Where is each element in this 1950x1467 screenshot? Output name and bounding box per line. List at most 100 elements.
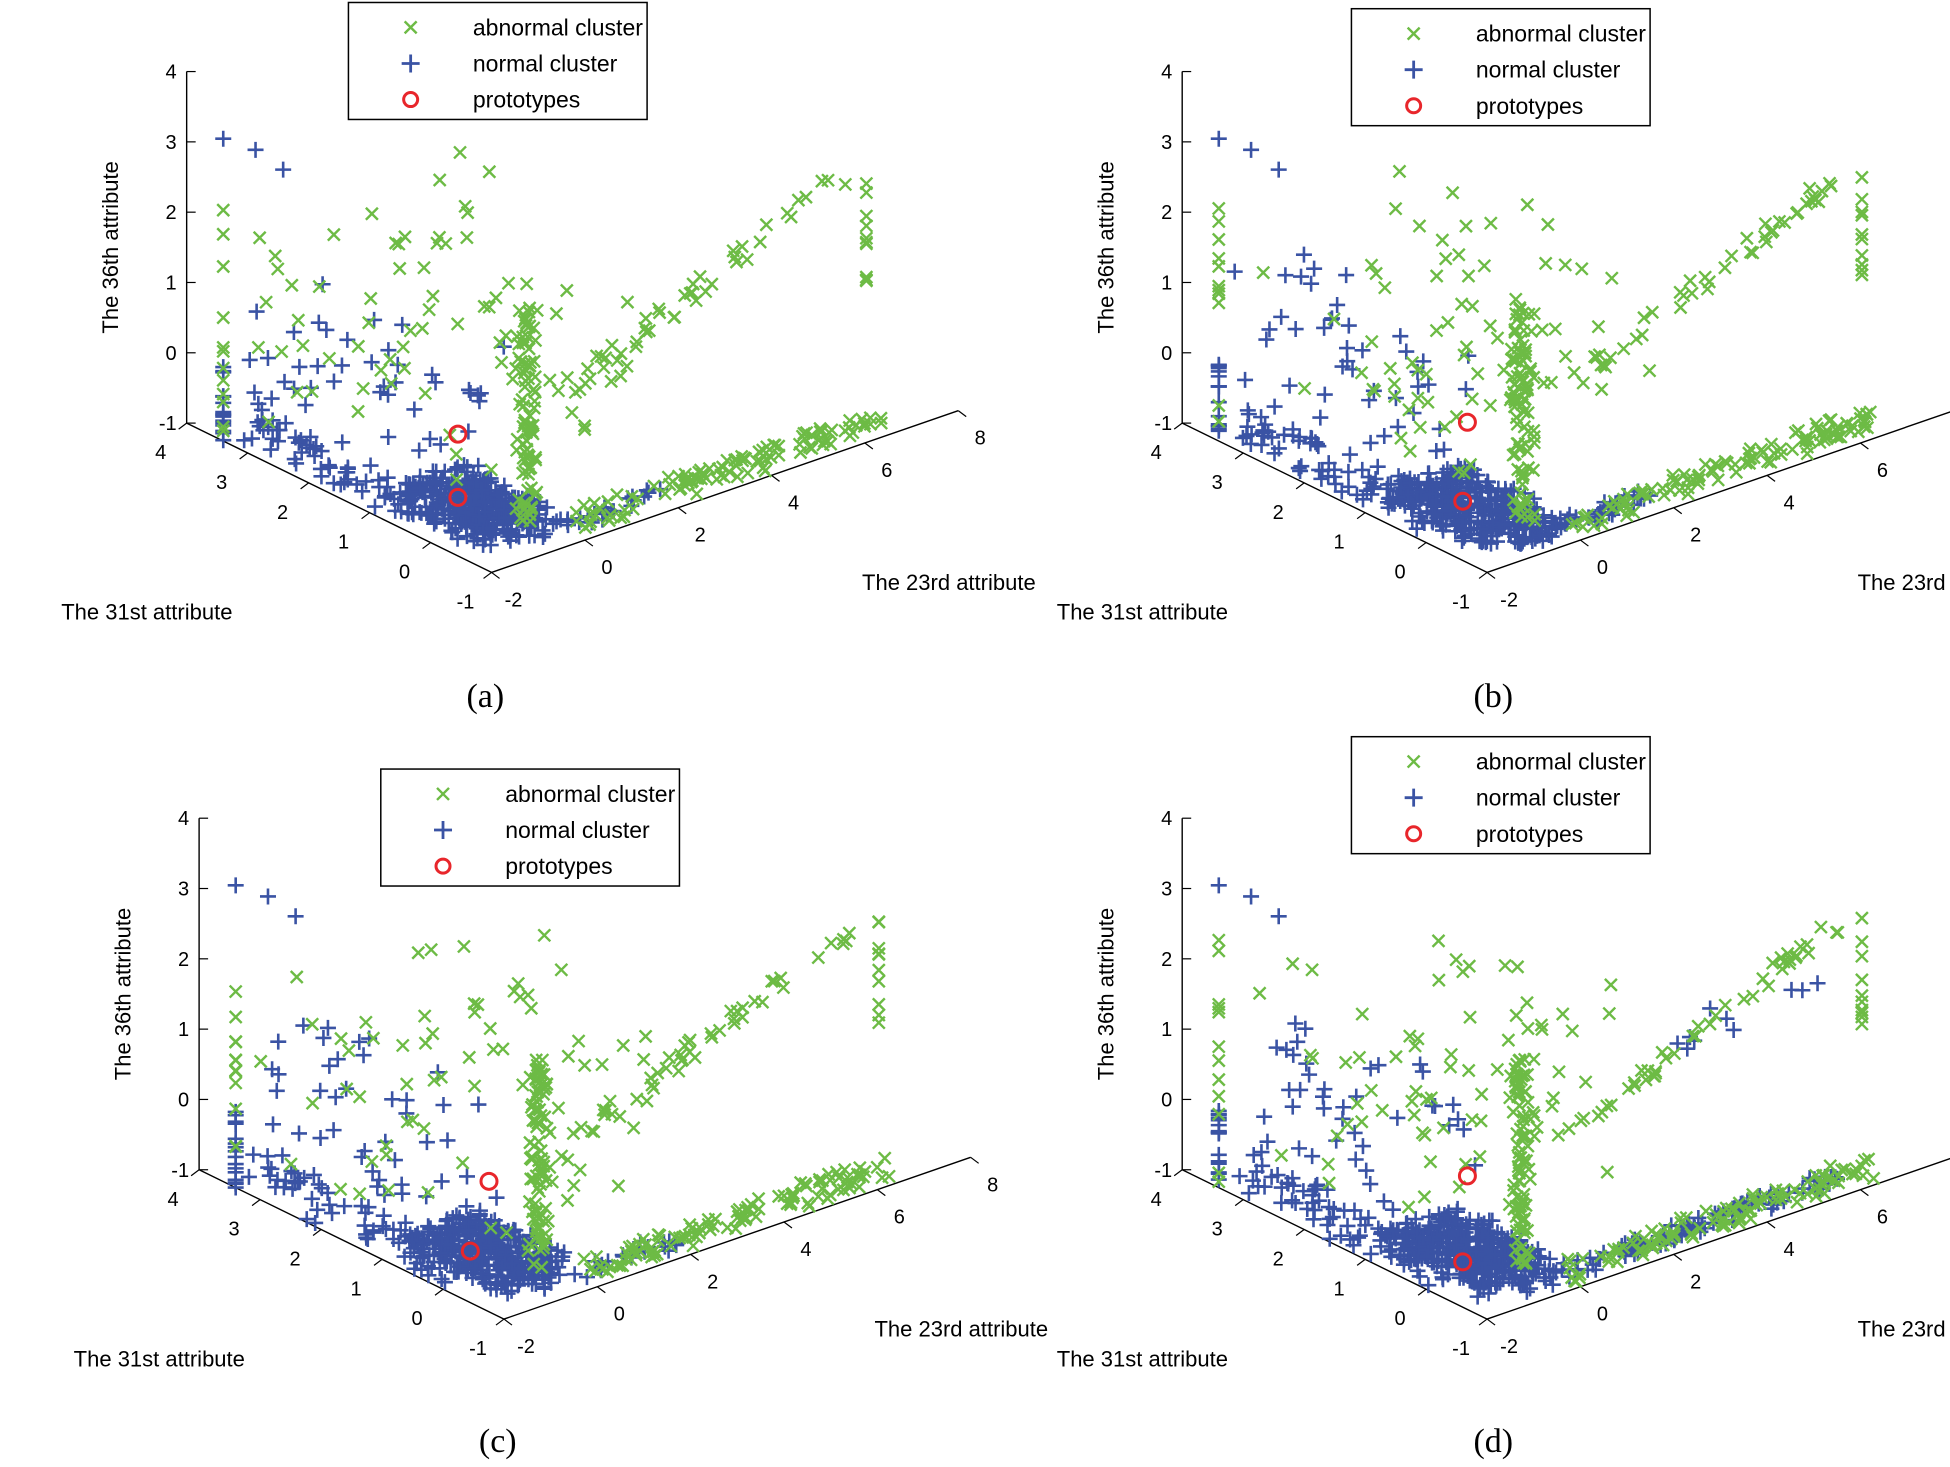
y-tick-label: 1	[338, 532, 349, 554]
normal-cluster-series	[1210, 877, 1845, 1305]
y-tick-label: 3	[1212, 1219, 1223, 1241]
x-tick-label: 4	[788, 492, 799, 514]
z-tick-label: 2	[1161, 949, 1172, 971]
x-axis-line	[1486, 1157, 1950, 1320]
normal-point	[463, 496, 480, 513]
y-tick-mark	[239, 452, 248, 460]
abnormal-point	[1520, 995, 1534, 1010]
z-tick-label: 1	[1161, 1019, 1172, 1041]
x-tick-label: 8	[975, 428, 986, 450]
y-tick-label: 2	[277, 502, 288, 524]
abnormal-point	[1462, 959, 1477, 973]
abnormal-point	[1555, 1007, 1570, 1021]
y-axis-title: The 31st attribute	[1057, 1346, 1228, 1371]
normal-point	[321, 459, 338, 476]
y-tick-mark	[1173, 1169, 1183, 1177]
normal-point	[1544, 1276, 1561, 1293]
abnormal-point	[1461, 1063, 1476, 1078]
normal-point	[434, 469, 451, 486]
x-tick-label: 4	[1784, 1239, 1795, 1261]
abnormal-point	[1364, 1083, 1379, 1098]
normal-point	[468, 471, 485, 488]
normal-point	[1284, 1192, 1301, 1209]
abnormal-point	[1417, 1190, 1432, 1204]
legend-prototypes-label: prototypes	[1476, 821, 1583, 847]
normal-point	[1370, 1057, 1387, 1074]
abnormal-point	[1595, 1105, 1609, 1119]
y-tick-label: 1	[1334, 1278, 1345, 1300]
abnormal-point	[1855, 949, 1869, 964]
abnormal-point	[1521, 1021, 1535, 1036]
abnormal-point	[1338, 1055, 1353, 1070]
z-axis-title: The 36th attribute	[1094, 908, 1119, 1080]
abnormal-point	[1718, 998, 1733, 1013]
abnormal-point	[1510, 960, 1525, 974]
abnormal-point	[1737, 992, 1751, 1006]
y-tick-label: 0	[399, 562, 410, 584]
normal-point	[1414, 1063, 1431, 1080]
normal-point	[455, 457, 472, 474]
normal-point	[449, 507, 466, 524]
abnormal-point	[1602, 1006, 1617, 1021]
normal-point	[1243, 888, 1260, 905]
abnormal-point	[1600, 1165, 1615, 1179]
normal-point	[451, 500, 468, 517]
abnormal-point	[1444, 1047, 1459, 1062]
y-tick-label: 4	[1151, 1189, 1162, 1211]
y-tick-mark	[300, 482, 309, 490]
normal-point	[426, 515, 443, 532]
abnormal-point	[1252, 986, 1267, 1001]
normal-point	[443, 522, 460, 539]
normal-point	[1718, 1010, 1735, 1027]
y-tick-label: -1	[457, 591, 475, 613]
normal-point	[1335, 1099, 1352, 1116]
normal-point	[475, 524, 492, 541]
abnormal-point	[1375, 1103, 1390, 1118]
normal-point	[362, 457, 379, 474]
normal-point	[1354, 1138, 1371, 1155]
z-tick-label: 3	[1161, 879, 1172, 901]
normal-point	[471, 508, 488, 525]
x-tick-mark	[584, 539, 594, 547]
abnormal-point	[1449, 952, 1463, 967]
x-tick-mark	[771, 474, 780, 482]
normal-point	[288, 455, 305, 472]
abnormal-point	[1474, 1114, 1488, 1128]
abnormal-point	[1829, 925, 1844, 940]
abnormal-cluster-series	[1211, 911, 1881, 1289]
normal-point	[438, 477, 455, 494]
y-axis-line	[186, 422, 492, 574]
x-axis-title: The 23rd attribute	[1858, 1317, 1950, 1342]
y-tick-mark	[1295, 1229, 1305, 1236]
z-tick-label: 2	[166, 202, 177, 224]
normal-point	[271, 422, 288, 439]
normal-point	[1809, 975, 1826, 992]
normal-point	[1291, 1140, 1308, 1157]
normal-point	[458, 518, 475, 535]
abnormal-point	[1855, 911, 1869, 925]
abnormal-point	[1855, 934, 1869, 949]
abnormal-point	[1545, 1099, 1559, 1114]
x-tick-label: 6	[881, 460, 892, 482]
abnormal-point	[1551, 1128, 1566, 1142]
z-tick-label: 3	[166, 132, 177, 154]
abnormal-point	[1509, 1008, 1524, 1023]
y-tick-mark	[1234, 1199, 1244, 1207]
y-tick-mark	[1478, 1318, 1488, 1326]
normal-point	[465, 533, 482, 550]
abnormal-point	[1474, 1087, 1489, 1102]
normal-point	[470, 457, 487, 474]
z-tick-label: 1	[166, 272, 177, 294]
y-tick-label: 0	[1395, 1308, 1406, 1330]
abnormal-point	[1352, 1050, 1367, 1065]
abnormal-point	[1211, 1072, 1226, 1087]
abnormal-point	[1855, 972, 1869, 987]
normal-point	[1273, 1194, 1290, 1211]
abnormal-point	[1790, 1195, 1804, 1209]
normal-point	[1358, 1162, 1375, 1179]
x-tick-mark	[864, 442, 874, 450]
abnormal-point	[1699, 1204, 1713, 1218]
abnormal-point	[1355, 1007, 1370, 1021]
normal-point	[243, 430, 260, 447]
